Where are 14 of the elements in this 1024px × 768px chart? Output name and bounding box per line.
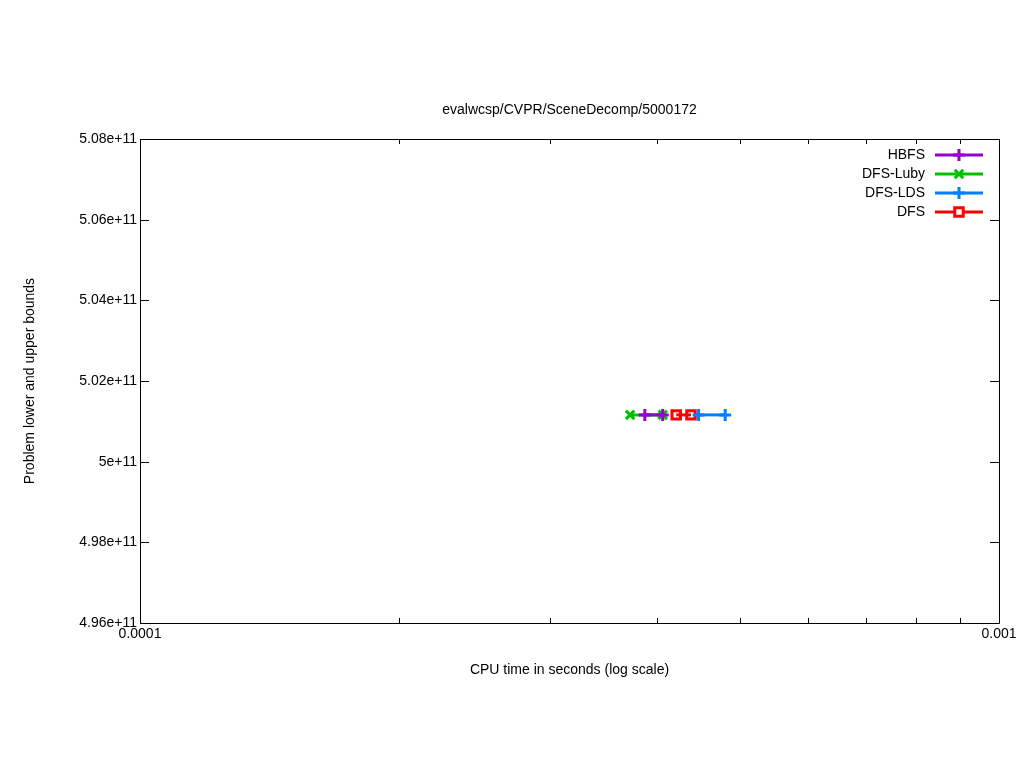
x-tick-label: 0.001	[981, 625, 1017, 642]
y-tick-label: 5e+11	[98, 452, 138, 469]
legend-label: DFS	[897, 202, 925, 219]
chart-title: evalwcsp/CVPR/SceneDecomp/5000172	[442, 100, 697, 117]
legend-label: DFS-LDS	[865, 183, 925, 200]
y-tick-label: 4.98e+11	[79, 533, 138, 550]
legend-label: HBFS	[887, 145, 925, 162]
y-tick-label: 5.04e+11	[79, 291, 138, 308]
x-axis-title: CPU time in seconds (log scale)	[469, 660, 670, 677]
y-tick-label: 5.02e+11	[79, 371, 138, 388]
y-axis-title: Problem lower and upper bounds	[20, 277, 37, 485]
y-tick-label: 5.08e+11	[79, 129, 138, 146]
y-tick-label: 5.06e+11	[79, 210, 138, 227]
legend-label: DFS-Luby	[861, 164, 925, 181]
